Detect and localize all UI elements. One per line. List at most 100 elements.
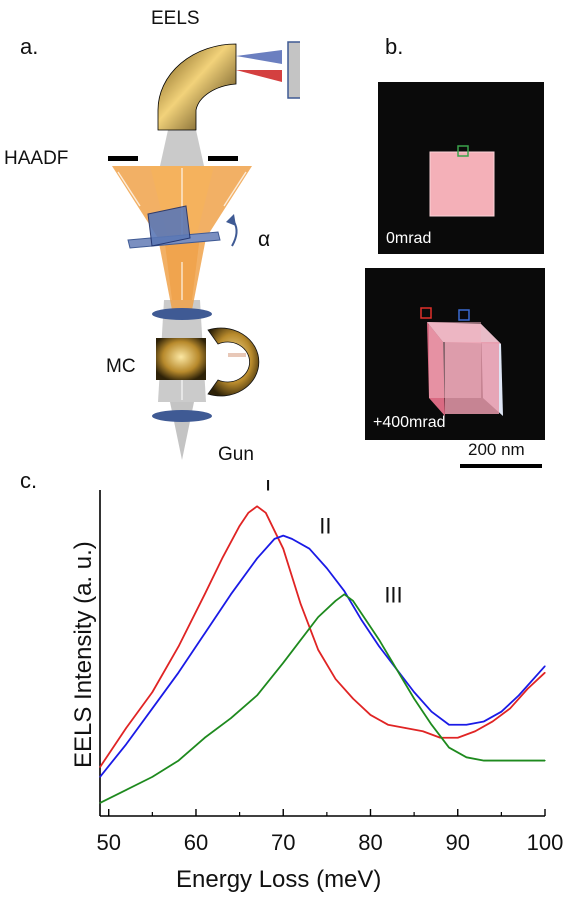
image-label-0mrad: 0mrad bbox=[386, 230, 432, 247]
roi-green-marker bbox=[457, 145, 469, 157]
data-point-III bbox=[465, 756, 468, 758]
x-axis-title: Energy Loss (meV) bbox=[176, 866, 382, 893]
data-point-I bbox=[369, 714, 372, 716]
data-point-III bbox=[518, 759, 520, 762]
data-point-III bbox=[125, 789, 127, 791]
mc-slit bbox=[228, 353, 246, 357]
data-point-I bbox=[125, 727, 127, 729]
scale-bar-label: 200 nm bbox=[468, 440, 525, 459]
lower-lens bbox=[152, 410, 212, 422]
data-point-II bbox=[326, 567, 328, 569]
data-point-III bbox=[483, 759, 485, 762]
data-point-I bbox=[474, 730, 476, 732]
mc-block bbox=[156, 338, 206, 380]
data-point-III bbox=[413, 698, 415, 700]
data-point-III bbox=[448, 746, 450, 749]
data-point-III bbox=[317, 616, 319, 618]
data-point-I bbox=[221, 557, 223, 560]
eels-detector bbox=[287, 41, 300, 99]
data-point-III bbox=[361, 613, 363, 615]
data-point-I bbox=[99, 766, 101, 768]
x-tick-label: 90 bbox=[446, 830, 470, 855]
data-point-III bbox=[430, 724, 433, 726]
x-tick-label: 60 bbox=[184, 830, 208, 855]
data-point-II bbox=[378, 645, 380, 648]
mc-ring bbox=[207, 327, 260, 397]
dispersed-beam-red bbox=[236, 70, 282, 82]
data-point-II bbox=[308, 548, 311, 550]
data-point-I bbox=[300, 603, 302, 605]
panel-b-label: b. bbox=[385, 34, 404, 59]
data-point-II bbox=[282, 535, 284, 537]
data-point-II bbox=[430, 711, 433, 713]
series-label-II: II bbox=[319, 514, 331, 539]
panel-c-label: c. bbox=[20, 468, 38, 493]
data-point-III bbox=[500, 759, 502, 762]
data-point-III bbox=[300, 639, 302, 641]
data-point-III bbox=[151, 776, 153, 778]
data-point-I bbox=[265, 512, 267, 514]
haadf-detector-right bbox=[208, 156, 238, 161]
x-tick-label: 70 bbox=[271, 830, 295, 855]
data-point-III bbox=[334, 600, 337, 602]
data-point-III bbox=[282, 662, 284, 664]
roi-red-marker bbox=[420, 307, 432, 319]
data-point-I bbox=[256, 505, 258, 507]
stem-image-0mrad: 0mrad bbox=[378, 82, 544, 254]
data-point-I bbox=[317, 649, 319, 651]
data-point-III bbox=[343, 593, 345, 595]
y-axis-title: EELS Intensity (a. u.) bbox=[70, 541, 97, 768]
image-label-400mrad: +400mrad bbox=[373, 414, 446, 431]
data-point-II bbox=[151, 707, 153, 710]
x-tick-label: 80 bbox=[358, 830, 382, 855]
eels-label: EELS bbox=[151, 8, 200, 29]
alpha-label: α bbox=[258, 228, 271, 251]
scale-bar bbox=[460, 464, 542, 468]
data-point-I bbox=[457, 737, 459, 739]
spectrometer-beam bbox=[160, 130, 204, 166]
data-point-III bbox=[230, 717, 232, 719]
haadf-label: HAADF bbox=[4, 148, 69, 169]
data-point-I bbox=[334, 678, 337, 680]
data-point-III bbox=[352, 600, 354, 602]
x-tick-label: 100 bbox=[527, 830, 564, 855]
data-point-II bbox=[273, 538, 276, 540]
data-point-I bbox=[151, 691, 153, 693]
data-point-I bbox=[526, 688, 529, 690]
dispersed-beam-blue bbox=[236, 50, 282, 64]
data-point-II bbox=[413, 691, 415, 693]
data-point-II bbox=[465, 724, 468, 726]
data-point-I bbox=[509, 707, 511, 710]
series-label-III: III bbox=[384, 582, 402, 607]
upper-lens bbox=[152, 308, 212, 320]
data-point-I bbox=[204, 593, 206, 595]
data-point-III bbox=[204, 737, 206, 739]
data-point-II bbox=[518, 694, 520, 696]
data-point-I bbox=[404, 727, 406, 729]
data-point-II bbox=[230, 593, 232, 595]
haadf-detector-left bbox=[108, 156, 138, 161]
data-point-I bbox=[247, 512, 249, 514]
series-line-I bbox=[99, 505, 546, 768]
data-point-II bbox=[343, 590, 345, 592]
panel-a-label: a. bbox=[20, 34, 39, 59]
data-point-II bbox=[361, 619, 363, 621]
series-line-III bbox=[99, 593, 545, 804]
data-point-I bbox=[387, 724, 389, 726]
data-point-I bbox=[177, 645, 180, 648]
data-point-III bbox=[396, 668, 398, 670]
data-point-III bbox=[378, 639, 380, 641]
data-point-I bbox=[282, 548, 284, 550]
data-point-III bbox=[177, 759, 180, 762]
data-point-I bbox=[239, 525, 241, 527]
x-tick-label: 50 bbox=[96, 830, 120, 855]
data-point-I bbox=[492, 720, 494, 723]
stem-image-400mrad: +400mrad bbox=[365, 268, 545, 440]
data-point-III bbox=[256, 694, 258, 696]
data-point-II bbox=[500, 711, 502, 713]
data-point-II bbox=[544, 665, 546, 667]
series-label-I: I bbox=[265, 480, 271, 495]
data-point-II bbox=[99, 776, 101, 778]
data-point-III bbox=[544, 759, 546, 762]
